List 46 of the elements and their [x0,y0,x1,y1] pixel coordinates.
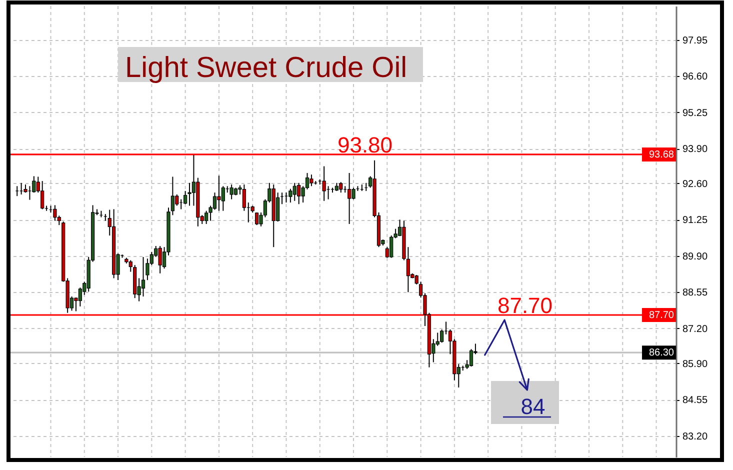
candlestick [141,256,146,297]
candlestick [322,166,326,202]
candlestick [40,180,44,210]
y-tick-label: 85.90 [682,358,708,370]
y-tick-label: 91.25 [682,215,708,226]
ref-line-label: 87.70 [648,310,674,321]
candlestick [310,174,314,187]
candlestick [53,204,57,222]
candlestick [212,192,217,210]
y-tick-label: 88.55 [682,288,708,299]
candlestick [242,184,246,212]
candlestick [184,190,188,205]
candlestick [217,175,221,212]
text: Light Sweet Crude Oil [125,52,408,84]
candlestick [352,187,356,200]
y-tick-label: 87.20 [682,324,708,335]
candlestick [390,235,394,258]
candlestick [204,210,208,224]
y-tick-label: 92.60 [682,178,708,190]
candlestick [221,186,225,212]
candlestick [339,182,343,194]
candlestick [78,287,82,307]
candlestick [32,176,36,194]
ref-line-label: 93.68 [648,149,674,160]
y-tick-label: 96.60 [682,72,708,83]
candlestick [128,260,132,272]
y-tick-label: 95.25 [682,108,708,119]
y-tick-label: 89.90 [682,251,708,262]
annotation: 84 [520,394,546,419]
candlestick [230,184,234,200]
candlestick [469,348,474,368]
candlestick [440,328,444,344]
y-tick-label: 93.90 [682,144,708,156]
candlestick [297,182,301,205]
y-tick-label: 97.95 [682,35,708,46]
y-tick-label: 83.20 [682,431,708,442]
y-tick-label: 84.55 [682,395,708,406]
candlestick [254,212,259,226]
ref-line-label: 86.30 [648,348,674,359]
candlestick [414,274,418,285]
candlestick [292,182,296,202]
annotation: 93.80 [337,132,393,158]
candlestick [158,245,162,274]
annotation: 87.70 [497,292,553,318]
candlestick [276,192,280,222]
candlestick [348,172,352,224]
